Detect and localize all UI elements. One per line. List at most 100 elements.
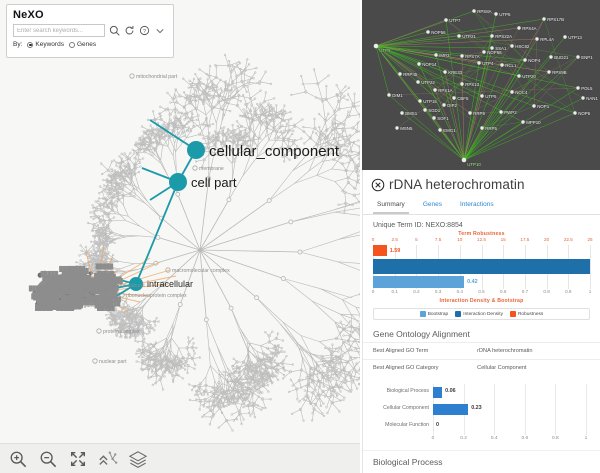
- radio-genes[interactable]: Genes: [68, 41, 96, 48]
- gene-node[interactable]: [417, 62, 421, 66]
- gene-node[interactable]: [532, 104, 536, 108]
- gene-node[interactable]: [500, 63, 504, 67]
- gene-node[interactable]: [468, 111, 472, 115]
- gene-node[interactable]: [387, 93, 391, 97]
- gene-node[interactable]: [499, 110, 503, 114]
- gene-node[interactable]: [373, 43, 379, 49]
- gene-node[interactable]: [416, 80, 420, 84]
- gene-node[interactable]: [442, 103, 446, 107]
- gene-node[interactable]: [438, 128, 442, 132]
- gene-node[interactable]: [581, 96, 585, 100]
- ontology-tree-panel[interactable]: █████ █████ █████ █████ █████ █████ █████ █████…: [0, 0, 360, 473]
- zoom-out-icon[interactable]: [38, 449, 58, 469]
- gene-node[interactable]: [460, 82, 464, 86]
- gene-node[interactable]: [400, 111, 404, 115]
- gene-node[interactable]: [576, 55, 580, 59]
- gene-node[interactable]: [576, 86, 580, 90]
- chart-bar: [373, 259, 590, 274]
- gene-node[interactable]: [460, 54, 464, 58]
- svg-text:█████: █████: [88, 286, 106, 293]
- search-input[interactable]: [13, 24, 106, 37]
- gene-node-label: UTP4: [482, 61, 494, 66]
- axis-tick: 17.5: [520, 237, 530, 242]
- search-icon[interactable]: [107, 24, 120, 37]
- radio-keywords[interactable]: Keywords: [27, 41, 64, 48]
- gene-node[interactable]: [444, 18, 448, 22]
- gene-node[interactable]: [563, 35, 567, 39]
- gene-node[interactable]: [426, 30, 430, 34]
- tree-node-highlighted[interactable]: [169, 173, 187, 191]
- detail-tabs[interactable]: Summary Genes Interactions: [363, 194, 600, 215]
- gene-node[interactable]: [521, 120, 525, 124]
- svg-text:█████: █████: [64, 303, 82, 310]
- tab-summary[interactable]: Summary: [373, 198, 409, 214]
- term-detail-panel[interactable]: rDNA heterochromatin Summary Genes Inter…: [362, 170, 600, 473]
- gene-node[interactable]: [542, 17, 546, 21]
- axis-tick: 10: [457, 237, 463, 242]
- svg-text:█████: █████: [97, 271, 115, 278]
- gene-node[interactable]: [432, 116, 436, 120]
- gene-node[interactable]: [480, 94, 484, 98]
- gene-node[interactable]: [573, 111, 577, 115]
- tree-node-highlighted[interactable]: [129, 277, 143, 291]
- gene-node[interactable]: [423, 108, 427, 112]
- gene-node[interactable]: [549, 55, 553, 59]
- help-icon[interactable]: ?: [138, 24, 151, 37]
- row-key: Best Aligned GO Category: [373, 365, 439, 371]
- gene-node[interactable]: [452, 96, 456, 100]
- svg-text:█████: █████: [31, 293, 49, 300]
- gene-node[interactable]: [457, 34, 461, 38]
- svg-text:█████: █████: [37, 298, 55, 305]
- tree-node-label: cellular_component: [209, 143, 340, 160]
- fit-screen-icon[interactable]: [68, 449, 88, 469]
- gene-node[interactable]: [535, 37, 539, 41]
- gene-node[interactable]: [510, 44, 514, 48]
- gene-interaction-network[interactable]: UTP9 RPS8A UTP7 UTP6 RPS17B NOP56 UTP21 RPS22A R…: [362, 0, 600, 170]
- zoom-in-icon[interactable]: [8, 449, 28, 469]
- gene-node[interactable]: [472, 9, 476, 13]
- tree-node-highlighted[interactable]: [187, 141, 205, 159]
- tab-interactions[interactable]: Interactions: [459, 201, 494, 208]
- gene-node[interactable]: [510, 90, 514, 94]
- gene-node[interactable]: [418, 99, 422, 103]
- gene-node[interactable]: [480, 126, 484, 130]
- svg-text:█████: █████: [59, 266, 77, 273]
- gene-node[interactable]: [547, 70, 551, 74]
- svg-text:█████: █████: [86, 278, 104, 285]
- layers-icon[interactable]: [128, 449, 148, 469]
- svg-text:█████: █████: [95, 286, 113, 293]
- refresh-icon[interactable]: [123, 24, 136, 37]
- gene-node[interactable]: [523, 58, 527, 62]
- chevron-down-icon[interactable]: [154, 24, 167, 37]
- gene-node[interactable]: [490, 34, 494, 38]
- search-panel[interactable]: NeXO ? By: Keywor: [6, 4, 174, 58]
- gene-node-label: RPS13: [465, 82, 479, 87]
- gene-node[interactable]: [433, 88, 437, 92]
- gene-node[interactable]: [494, 12, 498, 16]
- gene-node[interactable]: [443, 70, 447, 74]
- gene-node[interactable]: [398, 72, 402, 76]
- graph-toolbar[interactable]: [0, 443, 360, 473]
- go-alignment-title: Gene Ontology Alignment: [373, 329, 470, 339]
- gene-node[interactable]: [482, 50, 486, 54]
- close-circle-icon[interactable]: [371, 178, 385, 192]
- collapse-icon[interactable]: [98, 449, 118, 469]
- axis-tick: 20: [544, 237, 550, 242]
- gene-node[interactable]: [477, 61, 481, 65]
- axis-tick: 7.5: [434, 237, 442, 242]
- gene-node[interactable]: [395, 126, 399, 130]
- gene-node[interactable]: [490, 46, 494, 50]
- svg-text:█████: █████: [71, 267, 89, 274]
- gene-node[interactable]: [517, 26, 521, 30]
- gene-node[interactable]: [461, 157, 467, 163]
- gene-node[interactable]: [434, 53, 438, 57]
- biological-process-title: Biological Process: [363, 450, 600, 470]
- ontology-tree-graph[interactable]: ████████████████████████████████████████…: [0, 0, 360, 473]
- tab-genes[interactable]: Genes: [422, 201, 442, 208]
- svg-text:█████: █████: [56, 287, 74, 294]
- svg-text:█████: █████: [69, 291, 87, 298]
- gene-node[interactable]: [517, 74, 521, 78]
- tree-node-label: nuclear part: [99, 359, 127, 365]
- gene-network-graph[interactable]: UTP9 RPS8A UTP7 UTP6 RPS17B NOP56 UTP21 RPS22A R…: [362, 0, 600, 170]
